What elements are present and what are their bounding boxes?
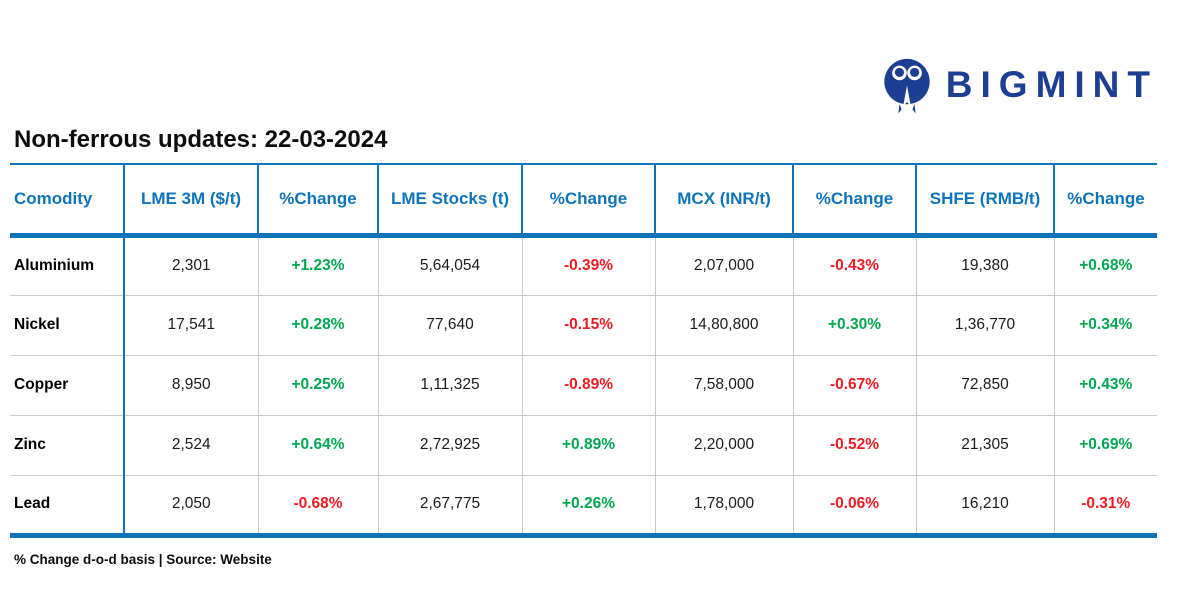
table-row-copper: Copper 8,950 +0.25% 1,11,325 -0.89% 7,58…	[10, 354, 1157, 415]
change-cell: +0.68%	[1053, 235, 1157, 295]
change-cell: -0.43%	[792, 235, 916, 295]
commodity-table: Comodity LME 3M ($/t) %Change LME Stocks…	[10, 163, 1157, 538]
commodity-cell: Nickel	[10, 294, 124, 355]
commodity-table-container: Comodity LME 3M ($/t) %Change LME Stocks…	[10, 163, 1157, 538]
value-cell: 19,380	[915, 235, 1054, 295]
value-cell: 16,210	[915, 474, 1054, 535]
page-title: Non-ferrous updates: 22-03-2024	[14, 126, 388, 153]
change-cell: -0.15%	[521, 294, 655, 355]
change-cell: +0.30%	[792, 294, 916, 355]
value-cell: 8,950	[123, 354, 258, 415]
people-circle-icon	[884, 58, 930, 114]
value-cell: 2,20,000	[654, 414, 793, 475]
change-cell: -0.39%	[521, 235, 655, 295]
header-shfe-change: %Change	[1053, 164, 1157, 238]
logo-wordmark: BIGMINT	[945, 63, 1158, 105]
change-cell: +0.26%	[521, 474, 655, 535]
change-cell: -0.06%	[792, 474, 916, 535]
value-cell: 2,524	[123, 414, 258, 475]
header-lme-3m-change: %Change	[257, 164, 378, 238]
change-cell: +1.23%	[257, 235, 378, 295]
change-cell: +0.28%	[257, 294, 378, 355]
change-cell: -0.52%	[792, 414, 916, 475]
value-cell: 7,58,000	[654, 354, 793, 415]
commodity-cell: Copper	[10, 354, 124, 415]
change-cell: +0.34%	[1053, 294, 1157, 355]
header-lme-stocks: LME Stocks (t)	[377, 164, 522, 238]
value-cell: 2,72,925	[377, 414, 522, 475]
table-row-nickel: Nickel 17,541 +0.28% 77,640 -0.15% 14,80…	[10, 294, 1157, 355]
value-cell: 2,301	[123, 235, 258, 295]
table-row-aluminium: Aluminium 2,301 +1.23% 5,64,054 -0.39% 2…	[10, 235, 1157, 295]
commodity-cell: Zinc	[10, 414, 124, 475]
value-cell: 2,07,000	[654, 235, 793, 295]
header-mcx-change: %Change	[792, 164, 916, 238]
commodity-cell: Aluminium	[14, 257, 95, 274]
header-mcx: MCX (INR/t)	[654, 164, 793, 238]
value-cell: 1,11,325	[377, 354, 522, 415]
value-cell: 2,67,775	[377, 474, 522, 535]
table-header-row: Comodity LME 3M ($/t) %Change LME Stocks…	[10, 164, 1157, 238]
value-cell: 2,050	[123, 474, 258, 535]
change-cell: -0.89%	[521, 354, 655, 415]
value-cell: 14,80,800	[654, 294, 793, 355]
value-cell: 17,541	[123, 294, 258, 355]
bigmint-logo: BIGMINT	[880, 57, 1158, 117]
change-cell: -0.67%	[792, 354, 916, 415]
header-shfe: SHFE (RMB/t)	[915, 164, 1054, 238]
change-cell: -0.31%	[1053, 474, 1157, 535]
value-cell: 72,850	[915, 354, 1054, 415]
source-footnote: % Change d-o-d basis | Source: Website	[14, 552, 272, 567]
commodity-cell: Lead	[10, 474, 124, 535]
change-cell: +0.69%	[1053, 414, 1157, 475]
value-cell: 1,36,770	[915, 294, 1054, 355]
header-comodity: Comodity	[10, 164, 124, 238]
header-lme-3m: LME 3M ($/t)	[123, 164, 258, 238]
change-cell: +0.43%	[1053, 354, 1157, 415]
value-cell: 5,64,054	[377, 235, 522, 295]
change-cell: +0.25%	[257, 354, 378, 415]
value-cell: 1,78,000	[654, 474, 793, 535]
value-cell: 77,640	[377, 294, 522, 355]
header-lme-stocks-change: %Change	[521, 164, 655, 238]
change-cell: -0.68%	[257, 474, 378, 535]
change-cell: +0.64%	[257, 414, 378, 475]
value-cell: 21,305	[915, 414, 1054, 475]
table-row-lead: Lead 2,050 -0.68% 2,67,775 +0.26% 1,78,0…	[10, 474, 1157, 535]
change-cell: +0.89%	[521, 414, 655, 475]
table-row-zinc: Zinc 2,524 +0.64% 2,72,925 +0.89% 2,20,0…	[10, 414, 1157, 475]
